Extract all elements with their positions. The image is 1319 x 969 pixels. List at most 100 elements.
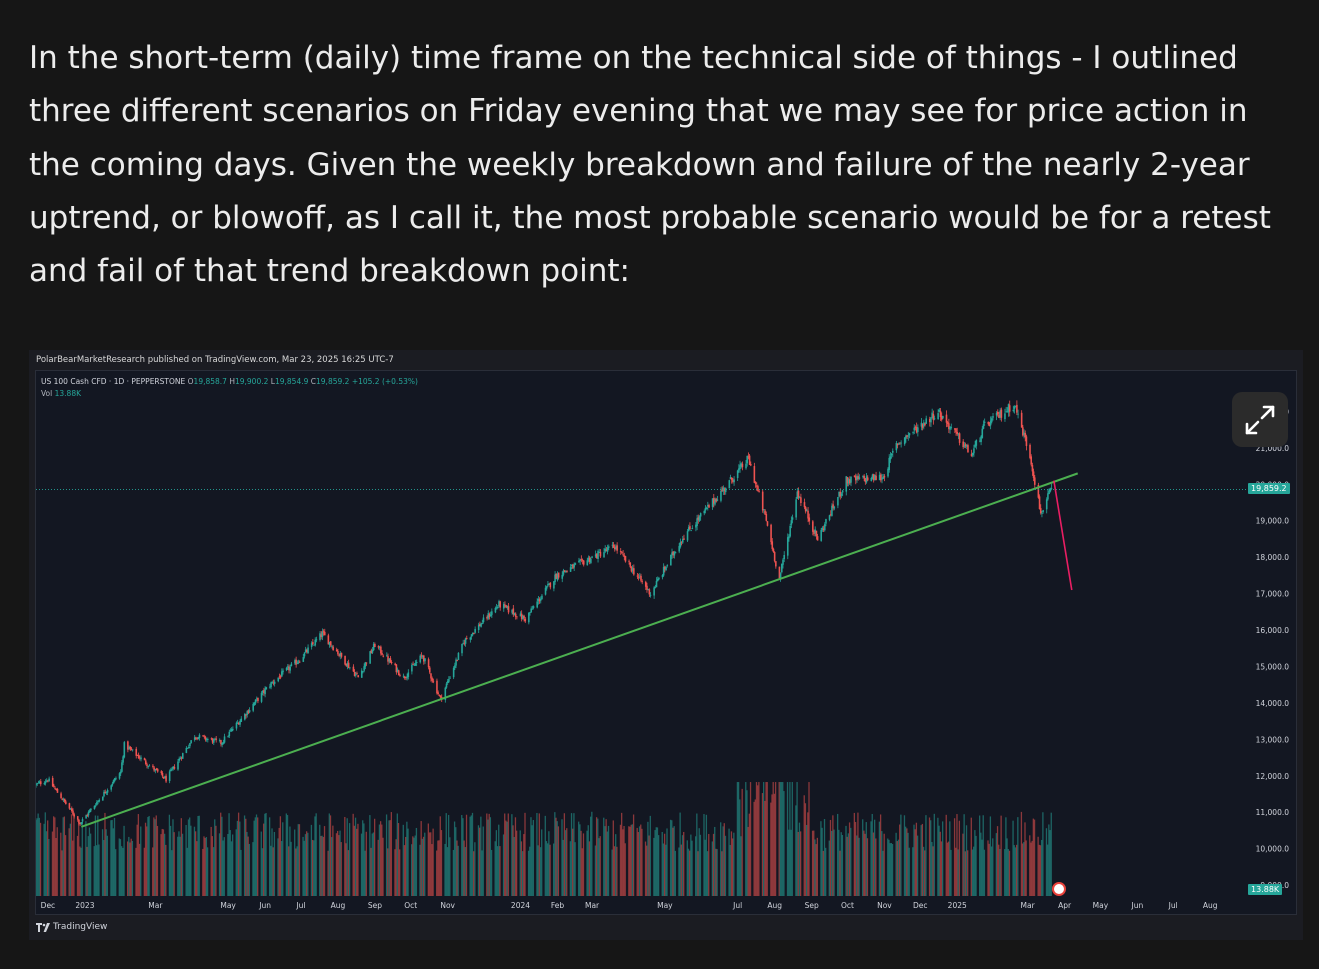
candle-body xyxy=(88,810,91,813)
volume-bar xyxy=(424,832,426,896)
candle-body xyxy=(665,566,667,571)
candle-body xyxy=(228,731,231,737)
candle-body xyxy=(579,559,581,562)
volume-bar xyxy=(797,831,799,896)
candle-body xyxy=(103,791,105,797)
candle-body xyxy=(804,506,807,512)
candle-body xyxy=(389,658,392,663)
volume-bar xyxy=(629,826,631,896)
candle-body xyxy=(423,655,425,662)
candle-body xyxy=(235,722,238,729)
last-price-tag: 19,859.2 xyxy=(1248,483,1290,495)
volume-bar xyxy=(978,815,981,896)
candle-body xyxy=(196,738,198,740)
volume-bar xyxy=(268,817,271,896)
candle-body xyxy=(950,427,953,428)
volume-bar xyxy=(95,845,98,896)
volume-bar xyxy=(864,833,866,896)
candle-body xyxy=(874,474,876,481)
volume-bar xyxy=(662,843,665,896)
candle-body xyxy=(866,477,869,481)
candle-body xyxy=(930,417,932,423)
volume-bar xyxy=(999,848,1001,896)
candle-body xyxy=(945,414,948,423)
volume-bar xyxy=(982,815,984,896)
volume-bar xyxy=(271,828,273,896)
candle-body xyxy=(332,646,334,651)
volume-bar xyxy=(795,805,797,896)
us-flag-icon[interactable] xyxy=(1051,882,1066,896)
candle-body xyxy=(247,710,250,713)
volume-bar xyxy=(770,802,772,896)
volume-bar xyxy=(736,782,739,896)
volume-bar xyxy=(153,817,155,896)
candle-body xyxy=(695,524,697,528)
uptrend-line xyxy=(81,472,1079,828)
candle-body xyxy=(480,623,482,627)
expand-button[interactable] xyxy=(1232,392,1288,447)
candle-body xyxy=(789,525,791,537)
candle-body xyxy=(371,649,374,653)
volume-bar xyxy=(1020,811,1023,896)
volume-bar xyxy=(88,827,91,896)
volume-bar xyxy=(129,842,131,896)
candle-body xyxy=(494,607,497,613)
volume-bar xyxy=(924,850,926,896)
candle-body xyxy=(306,649,308,653)
volume-bar xyxy=(678,847,680,896)
volume-bar xyxy=(340,842,342,896)
volume-bar xyxy=(235,829,237,896)
candle-body xyxy=(587,557,590,561)
volume-bar xyxy=(365,831,367,896)
volume-bar xyxy=(171,850,173,896)
volume-bar xyxy=(937,817,939,896)
volume-bar xyxy=(60,832,62,896)
volume-bar xyxy=(878,821,881,896)
candle-body xyxy=(763,509,765,511)
volume-bar xyxy=(354,817,357,896)
candle-body xyxy=(914,426,917,428)
volume-bar xyxy=(716,849,718,896)
volume-bar xyxy=(187,819,190,896)
candle-body xyxy=(456,659,459,661)
candle-body xyxy=(1004,413,1006,420)
volume-bar xyxy=(870,821,872,896)
volume-bar xyxy=(746,790,748,896)
volume-bar xyxy=(595,817,598,896)
volume-bar xyxy=(953,818,956,896)
candle-body xyxy=(273,681,276,684)
candle-body xyxy=(807,510,809,519)
candle-body xyxy=(933,418,936,420)
candle-body xyxy=(906,435,908,437)
volume-bar xyxy=(1007,849,1009,896)
candle-body xyxy=(56,788,59,793)
candle-body xyxy=(520,613,523,619)
candle-body xyxy=(402,675,405,677)
volume-bar xyxy=(362,820,364,896)
volume-bar xyxy=(469,816,471,896)
candle-body xyxy=(630,567,633,572)
volume-bar xyxy=(447,814,450,896)
candle-body xyxy=(541,595,543,600)
volume-bar xyxy=(1049,830,1051,896)
volume-bar xyxy=(181,833,184,896)
volume-bar xyxy=(422,836,425,896)
volume-bar xyxy=(758,782,760,896)
volume-bar xyxy=(547,843,549,896)
candle-body xyxy=(766,521,769,526)
volume-bar xyxy=(715,848,717,896)
candle-body xyxy=(432,680,435,682)
volume-bar xyxy=(345,843,347,896)
candle-body xyxy=(565,570,567,573)
volume-bar xyxy=(37,813,39,896)
volume-bar xyxy=(632,814,635,896)
candle-body xyxy=(227,736,229,737)
candle-body xyxy=(313,644,315,646)
article-paragraph: In the short-term (daily) time frame on … xyxy=(29,40,1271,290)
candle-body xyxy=(658,577,660,580)
candle-body xyxy=(215,738,217,740)
volume-bar xyxy=(494,841,496,896)
volume-bar xyxy=(689,850,691,896)
volume-bar xyxy=(566,828,568,896)
candle-body xyxy=(838,491,840,497)
